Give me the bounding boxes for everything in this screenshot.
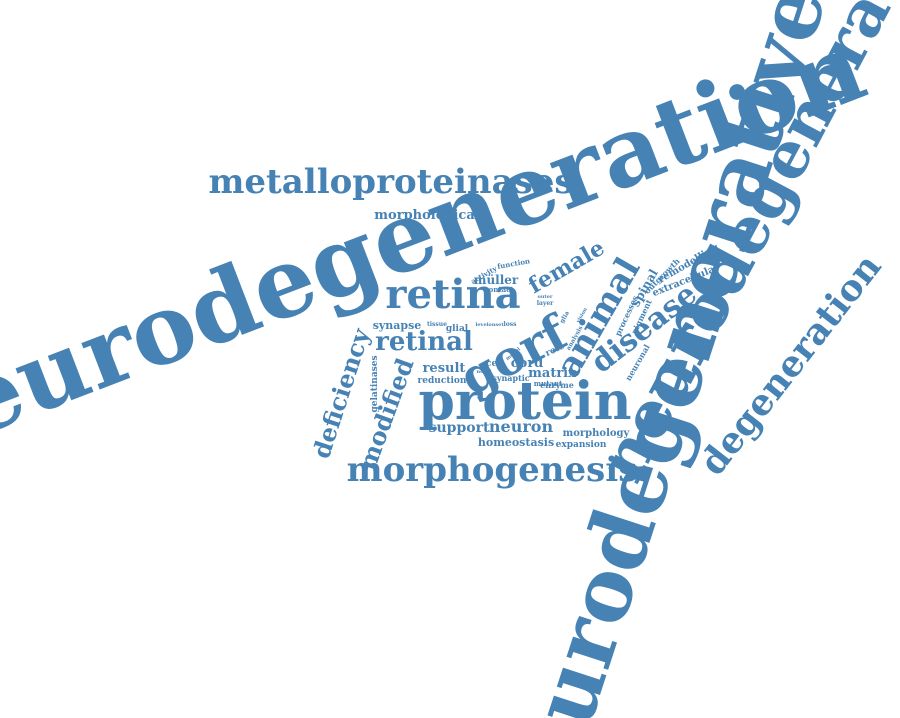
word-homeostasis: homeostasis [478,436,554,449]
word-reduction: reduction [418,376,467,386]
word-contact: contact [484,285,514,294]
word-tissue: tissue [427,321,447,328]
word-morphology: morphology [563,428,631,439]
word-morphogenesis: morphogenesis [347,450,638,490]
word-cell: cell [486,359,505,369]
word-outer: outer [537,294,552,300]
word-level: level [475,322,488,328]
word-morphological: morphological [374,208,479,223]
word-support: support [429,420,490,436]
word-glial: glial [446,324,469,334]
word-enzyme: enzyme [540,380,574,390]
word-expansion: expansion [556,440,607,450]
word-synaptic: synaptic [492,373,529,383]
word-loss: loss [503,321,517,328]
word-protein: protein [418,371,631,432]
word-layer: layer [537,300,554,307]
word-matrix: matrix [528,366,576,381]
word-neuron: neuron [489,417,554,436]
word-metalloproteinases: metalloproteinases [208,162,573,202]
word-result: result [423,361,466,376]
word-gelatinases: gelatinases [370,355,380,412]
word-muller: müller [474,273,519,287]
word-synapse: synapse [373,319,422,332]
word-retinal: retinal [375,327,473,357]
word-retina: retina [385,271,520,318]
word-mutant: mutant [534,379,563,388]
word-cord: cord [511,356,544,371]
word-onset: onset [488,322,504,328]
word-glia: glia [559,310,571,325]
word-novel: novel [477,369,492,375]
